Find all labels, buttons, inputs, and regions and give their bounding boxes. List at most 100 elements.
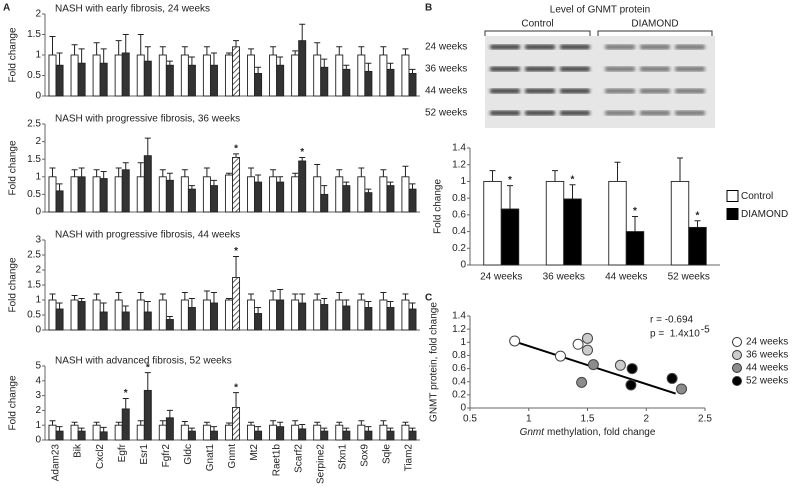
error-bar [56,52,63,66]
bar [77,430,86,441]
bar [224,54,233,97]
bar [224,174,233,213]
error-bar [380,420,387,426]
error-bar [402,421,409,426]
bar [408,72,417,97]
y-tick-label: 1 [35,50,41,61]
legend-label: 24 weeks [746,337,788,348]
blot-band [605,110,635,116]
error-bar [299,156,306,161]
error-bar [314,293,321,300]
bar [342,430,351,441]
error-bar [137,162,144,177]
bar [187,64,196,97]
error-bar [277,176,284,183]
x-tick-label: 36 weeks [543,272,585,283]
scatter-point [582,332,593,344]
error-bar [137,420,144,426]
bar [70,299,79,331]
error-bar [49,420,56,426]
bar [99,311,108,331]
y-axis-label: Fold change [433,179,444,234]
error-bar [387,301,394,308]
error-bar [233,153,240,158]
significance-marker: * [300,147,304,158]
bar [563,198,582,266]
error-bar [56,426,63,432]
error-bar [365,301,372,308]
y-tick-label: 1.5 [27,280,41,291]
error-bar [314,42,321,55]
error-bar [100,171,107,179]
bar [180,176,189,213]
bar [335,54,344,97]
bar [357,176,366,213]
error-bar [203,46,210,55]
blot-band [560,110,590,116]
bar [48,299,57,331]
error-bar [159,169,166,177]
y-axis-label: Fold change [8,27,19,82]
bar [357,54,366,97]
error-bar [299,23,306,41]
bar [335,424,344,441]
error-bar [181,292,188,300]
error-bar [188,185,195,190]
error-bar [358,46,365,55]
y-tick-label: 1 [35,171,41,182]
error-bar [203,421,210,426]
significance-marker: * [146,362,150,373]
error-bar [299,293,306,303]
bar [313,424,322,441]
bar [291,176,300,213]
x-tick-label: Sfxn1 [337,444,348,470]
error-bar [365,188,372,193]
bar [688,226,707,266]
blot-band [640,88,670,94]
x-tick-label: Bik [73,443,84,458]
error-bar [489,170,496,182]
bar [670,180,690,266]
error-bar [402,48,409,55]
error-bar [299,423,306,429]
error-bar [115,40,122,55]
bar [114,299,123,331]
error-bar [137,292,144,300]
bar [291,424,300,441]
error-bar [409,68,416,74]
error-bar [225,298,232,300]
error-bar [78,298,85,302]
stat-annotation-superscript: -5 [701,325,710,336]
bar [269,54,278,97]
error-bar [71,421,78,426]
bar [121,311,130,331]
blot-band [675,44,705,50]
bar [254,72,263,97]
error-bar [248,421,255,426]
y-tick-label: 0.2 [452,389,466,400]
bar [313,299,322,331]
error-bar [314,421,321,426]
chart-title: NASH with progressive fibrosis, 44 weeks [55,230,240,241]
y-tick-label: 0 [35,91,41,102]
bar [92,54,101,97]
x-tick-label: 2 [643,414,649,425]
x-tick-label: Serpine2 [315,444,326,484]
legend-label: 36 weeks [746,350,788,361]
bar [77,62,86,97]
bar [165,417,174,441]
x-tick-label: 52 weeks [668,272,710,283]
error-bar [380,169,387,177]
bar [401,54,410,97]
legend-marker [732,363,742,373]
error-bar [277,56,284,66]
bar [92,176,101,213]
bar [364,430,373,441]
bar [143,311,152,331]
bar [55,64,64,97]
x-tick-label: Gldc [183,444,194,465]
error-bar [569,184,576,199]
bar [298,40,307,97]
bar [92,424,101,441]
y-axis-label: Fold change [8,375,19,430]
